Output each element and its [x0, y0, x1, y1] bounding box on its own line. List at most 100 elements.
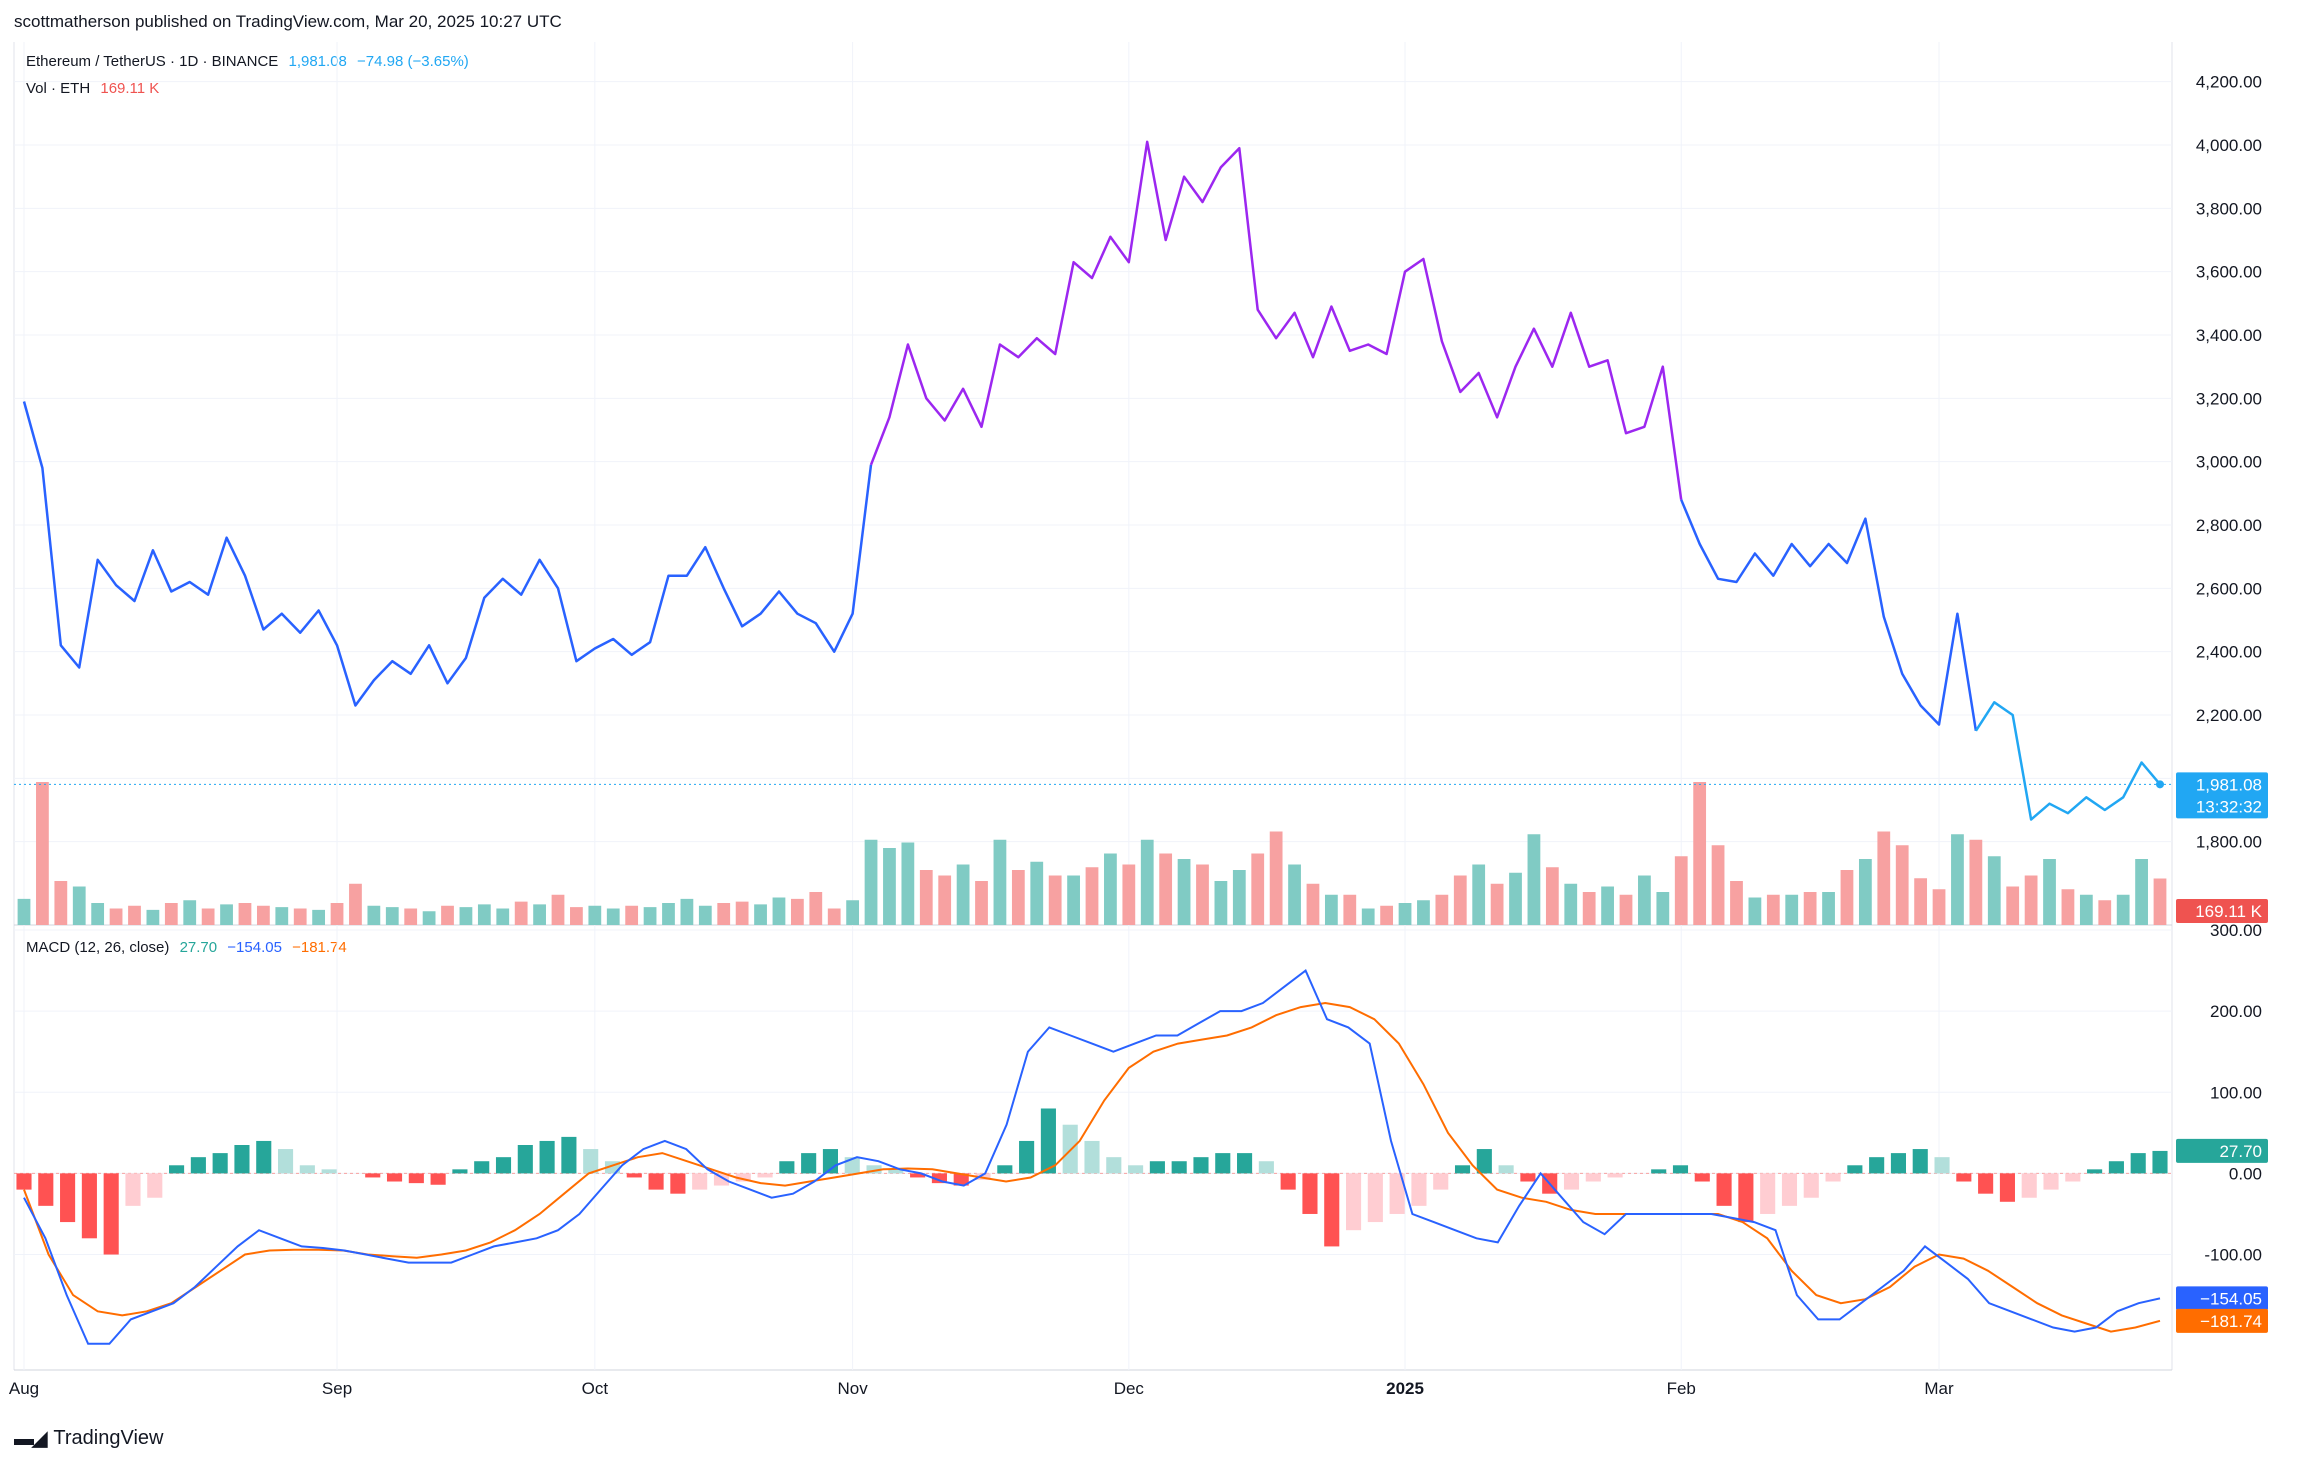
macd-histogram-bar [670, 1173, 686, 1194]
price-badge-text: 1,981.08 [2196, 775, 2262, 794]
macd-histogram-bar [648, 1173, 664, 1190]
price-change: −74.98 (−3.65%) [357, 53, 469, 70]
volume-bar [238, 903, 252, 925]
volume-bar [1619, 894, 1633, 925]
volume-bar [441, 905, 454, 925]
macd-tick-label: 100.00 [2210, 1083, 2262, 1102]
macd-histogram-bar [975, 1173, 991, 1180]
macd-histogram-bar [125, 1173, 141, 1206]
macd-hist-badge-text: 27.70 [2219, 1142, 2262, 1161]
macd-histogram-bar [1302, 1173, 1318, 1214]
volume-bar [1711, 845, 1725, 925]
macd-histogram-bar [103, 1173, 119, 1255]
macd-histogram-bar [1128, 1165, 1144, 1174]
volume-bar [164, 903, 178, 925]
macd-histogram-bar [2021, 1173, 2037, 1198]
volume-bar [1140, 839, 1154, 925]
macd-histogram-bar [1607, 1173, 1623, 1178]
price-tick-label: 2,600.00 [2196, 579, 2262, 598]
macd-histogram-bar [60, 1173, 76, 1223]
macd-histogram-bar [1345, 1173, 1362, 1231]
symbol-name[interactable]: Ethereum / TetherUS · 1D · BINANCE [26, 53, 279, 70]
macd-hist-badge-bg [2176, 1138, 2268, 1163]
volume-bar [1232, 870, 1246, 925]
volume-bar [533, 904, 546, 925]
volume-bar [1932, 889, 1946, 925]
volume-bar [570, 907, 583, 925]
macd-line-badge-text: −154.05 [2200, 1289, 2262, 1308]
macd-label[interactable]: MACD (12, 26, close) [26, 939, 170, 956]
price-tick-label: 1,800.00 [2196, 833, 2262, 852]
macd-histogram-bar [779, 1161, 795, 1174]
volume-bar [2006, 886, 2020, 925]
volume-bar [1656, 892, 1670, 925]
macd-histogram-bar [2065, 1173, 2081, 1182]
volume-bar [1011, 870, 1025, 925]
price-tick-label: 3,400.00 [2196, 326, 2262, 345]
macd-histogram-bar [583, 1149, 599, 1174]
macd-histogram-bar [38, 1173, 54, 1206]
macd-histogram-bar [931, 1173, 947, 1184]
volume-label[interactable]: Vol · ETH [26, 80, 91, 97]
macd-histogram-bar [1781, 1173, 1798, 1206]
macd-histogram-bar [169, 1165, 185, 1174]
volume-legend: Vol · ETH 169.11 K [26, 80, 165, 97]
price-tick-label: 2,200.00 [2196, 706, 2262, 725]
volume-bar [1803, 892, 1817, 925]
macd-histogram-bar [1563, 1173, 1580, 1190]
volume-bar [901, 842, 915, 925]
macd-histogram-bar [1498, 1165, 1514, 1174]
price-tick-label: 4,000.00 [2196, 136, 2262, 155]
macd-histogram-bar [1847, 1165, 1863, 1174]
macd-histogram-bar [1672, 1165, 1689, 1174]
macd-histogram-bar [2130, 1153, 2146, 1174]
macd-histogram-bar [1585, 1173, 1601, 1182]
macd-histogram-bar [81, 1173, 97, 1239]
volume-bar [1822, 892, 1835, 925]
volume-bar [2135, 859, 2148, 925]
tradingview-brand[interactable]: ▬◢ TradingView [14, 1426, 163, 1451]
volume-bar [735, 901, 749, 925]
macd-histogram-bar [692, 1173, 708, 1190]
volume-bar [293, 908, 307, 925]
macd-histogram-bar [1149, 1161, 1165, 1174]
volume-bar [1601, 886, 1614, 925]
price-tick-label: 3,600.00 [2196, 263, 2262, 282]
volume-bar [1638, 875, 1651, 925]
volume-bar [919, 870, 933, 925]
volume-bar [36, 782, 49, 925]
macd-histogram-bar [495, 1157, 512, 1174]
volume-bar [496, 908, 510, 925]
price-badge: 1,981.08 13:32:32 [2176, 772, 2268, 819]
volume-bar [459, 907, 473, 925]
price-tick-label: 3,200.00 [2196, 389, 2262, 408]
macd-histogram-bar [1476, 1149, 1492, 1174]
volume-bar [1895, 845, 1909, 925]
symbol-legend: Ethereum / TetherUS · 1D · BINANCE 1,981… [26, 53, 475, 70]
price-tick-label: 3,000.00 [2196, 453, 2262, 472]
volume-bar [2153, 878, 2167, 925]
volume-bar [1398, 903, 1412, 925]
volume-bar [1122, 864, 1136, 925]
volume-bar [864, 839, 878, 925]
macd-signal-badge-bg [2176, 1308, 2268, 1333]
macd-histogram-bar [1999, 1173, 2015, 1202]
macd-histogram-bar [866, 1165, 882, 1174]
price-tick-label: 3,800.00 [2196, 199, 2262, 218]
price-line-segment [1974, 701, 2161, 821]
macd-line-badge-bg [2176, 1286, 2268, 1311]
volume-bar [846, 900, 860, 925]
time-tick-label: Feb [1667, 1379, 1696, 1398]
volume-bar [54, 881, 68, 925]
volume-bar [1288, 864, 1301, 925]
volume-bar [422, 911, 436, 925]
macd-histogram-bar [1825, 1173, 1841, 1182]
macd-histogram-bar [1411, 1173, 1427, 1206]
macd-histogram-bar [888, 1169, 904, 1174]
macd-histogram-bar [1956, 1173, 1972, 1182]
volume-bar [1674, 856, 1688, 925]
volume-bar [698, 905, 712, 925]
volume-bar [1766, 894, 1780, 925]
volume-bar [2061, 889, 2075, 925]
